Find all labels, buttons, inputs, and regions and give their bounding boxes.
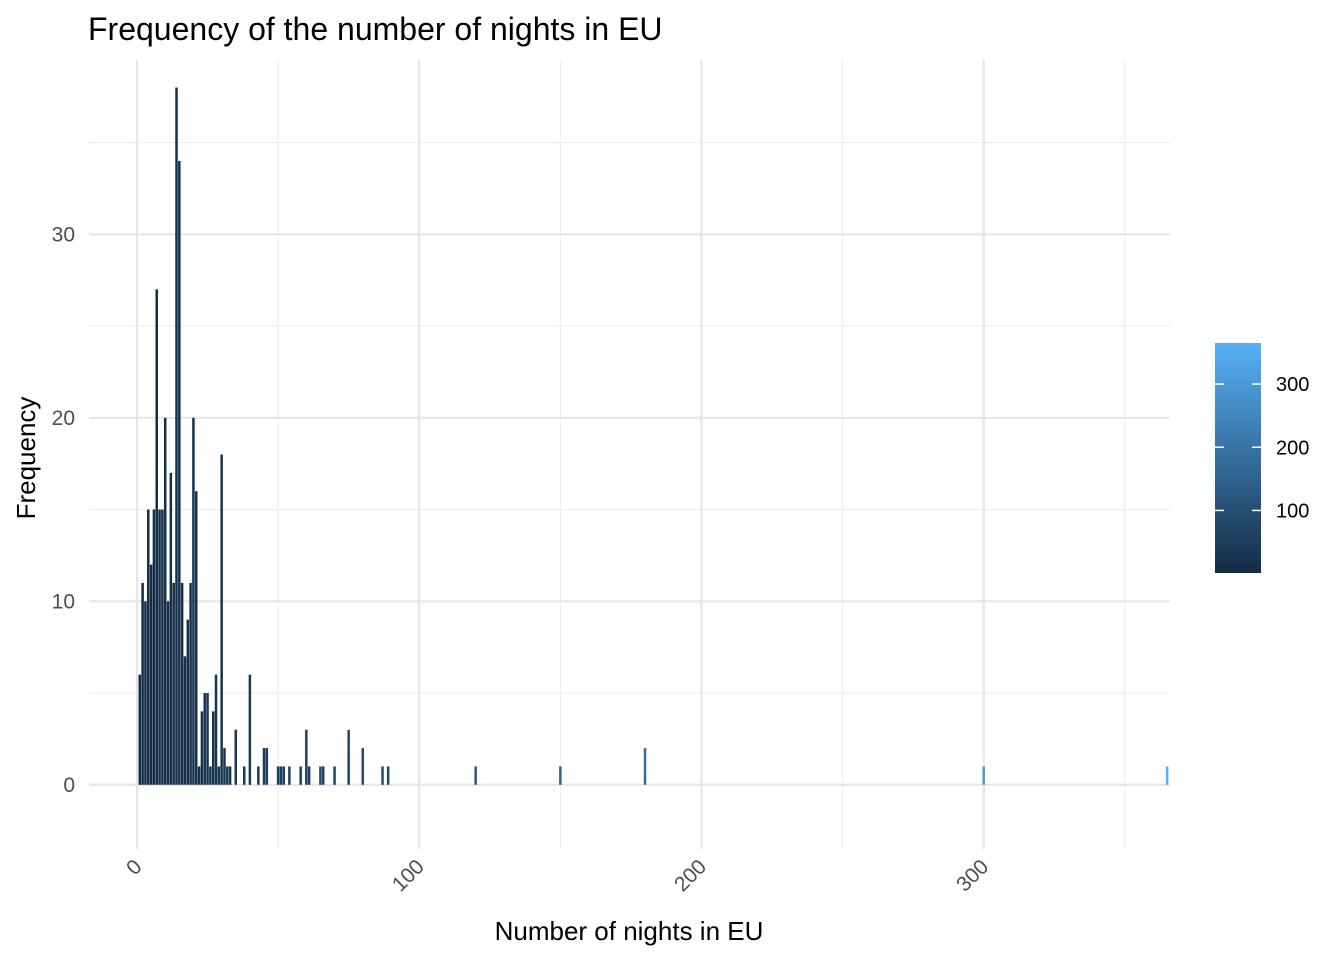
bar xyxy=(175,87,178,785)
bar xyxy=(149,564,153,785)
bar xyxy=(307,766,311,785)
bar xyxy=(155,289,158,785)
y-tick-label: 0 xyxy=(63,774,75,797)
bar xyxy=(189,582,192,785)
y-tick-label: 10 xyxy=(52,590,75,613)
grid xyxy=(89,60,1170,849)
bar xyxy=(559,766,562,785)
bar xyxy=(220,454,223,785)
bar xyxy=(319,766,322,785)
bar xyxy=(333,766,336,785)
colorbar xyxy=(1215,343,1261,573)
bar xyxy=(248,674,252,785)
bar xyxy=(166,601,170,785)
bar xyxy=(643,748,647,785)
bar xyxy=(161,509,164,785)
bar xyxy=(192,417,195,785)
x-tick-label: 0 xyxy=(122,855,147,880)
bar xyxy=(982,766,985,785)
bars xyxy=(138,87,1169,785)
color-legend: 100 200 300 xyxy=(1215,343,1309,573)
bar xyxy=(322,766,325,785)
bar xyxy=(234,729,238,785)
bar xyxy=(172,582,175,785)
bar xyxy=(217,766,221,785)
bar xyxy=(282,766,285,785)
bar xyxy=(262,748,266,785)
bar xyxy=(347,729,350,785)
bar xyxy=(197,766,201,785)
y-tick-label: 30 xyxy=(52,223,75,246)
legend-tick-label: 300 xyxy=(1276,374,1309,396)
x-tick-label: 100 xyxy=(388,855,429,896)
chart-title: Frequency of the number of nights in EU xyxy=(88,11,663,47)
bar xyxy=(214,674,218,785)
bar xyxy=(195,491,198,785)
bar xyxy=(178,160,181,785)
bar xyxy=(381,766,384,785)
bar xyxy=(228,766,232,785)
bar xyxy=(305,729,308,785)
bar xyxy=(242,766,246,785)
bar xyxy=(200,711,204,785)
bar xyxy=(163,417,167,785)
bar xyxy=(279,766,283,785)
bar xyxy=(186,619,190,785)
y-tick-label: 20 xyxy=(52,407,75,430)
bar xyxy=(180,582,184,785)
x-tick-label: 300 xyxy=(952,855,993,896)
bar xyxy=(1165,766,1169,785)
bar xyxy=(183,656,187,785)
bar xyxy=(147,509,150,785)
legend-tick-label: 100 xyxy=(1276,500,1309,522)
bar xyxy=(386,766,390,785)
bar xyxy=(144,601,147,785)
bar xyxy=(474,766,477,785)
bar xyxy=(226,766,229,785)
bar xyxy=(203,693,206,785)
bar xyxy=(276,766,280,785)
bar xyxy=(265,748,269,785)
bar xyxy=(257,766,260,785)
bar xyxy=(141,582,144,785)
legend-tick-label: 200 xyxy=(1276,437,1309,459)
bar xyxy=(361,748,365,785)
bar xyxy=(152,509,156,785)
bar xyxy=(158,509,161,785)
y-axis-title: Frequency xyxy=(11,397,41,520)
bar xyxy=(209,766,212,785)
x-axis-title: Number of nights in EU xyxy=(495,916,764,946)
bar xyxy=(299,766,302,785)
x-tick-label: 200 xyxy=(670,855,711,896)
bar xyxy=(211,711,215,785)
bar xyxy=(169,472,173,785)
bar xyxy=(138,674,142,785)
bar xyxy=(223,748,226,785)
bar xyxy=(288,766,291,785)
bar xyxy=(206,693,209,785)
